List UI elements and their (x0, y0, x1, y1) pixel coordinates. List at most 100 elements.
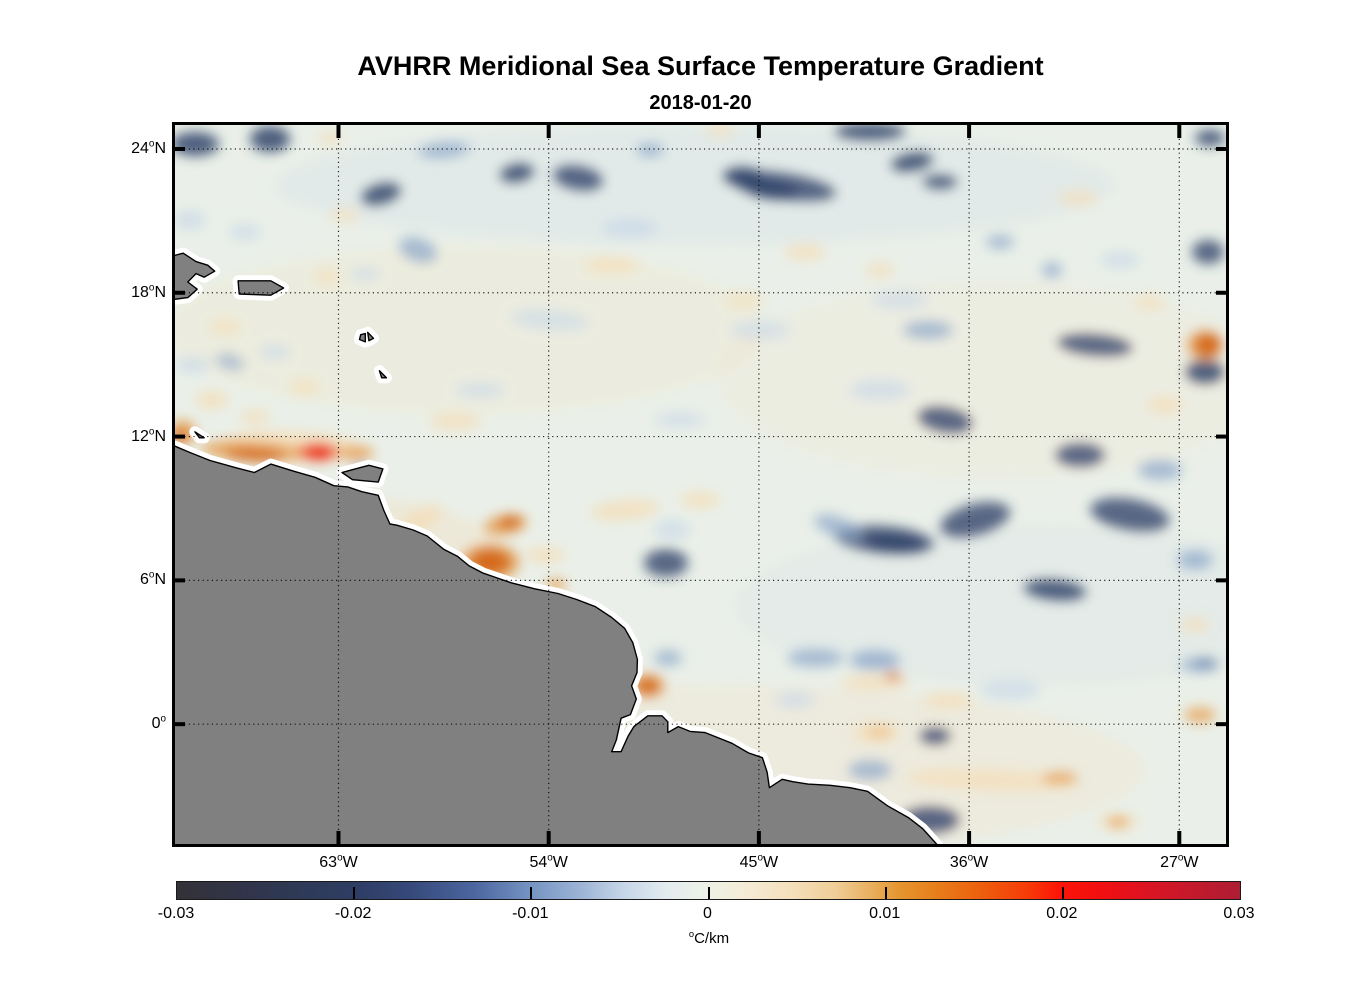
field-blob (834, 125, 906, 141)
land-polygon (358, 332, 366, 343)
field-blob (585, 257, 639, 273)
field-blob (1023, 578, 1087, 602)
field-blob (290, 380, 320, 394)
field-blob (1185, 360, 1225, 384)
field-blob (1195, 130, 1225, 146)
field-blob (215, 353, 245, 371)
colorbar-tick-label: 0.02 (1046, 905, 1078, 922)
field-blob (986, 235, 1014, 249)
field-blob (722, 166, 762, 186)
colorbar-tick (1061, 887, 1064, 899)
sst-gradient-field (175, 125, 1226, 844)
field-blob (350, 268, 380, 280)
x-tick-top (967, 125, 972, 138)
field-blob (636, 143, 664, 157)
y-tick-label: 0o (151, 713, 166, 733)
field-blob (360, 182, 402, 206)
field-blob (330, 209, 360, 221)
field-blob (429, 414, 481, 430)
field-blob (525, 547, 565, 563)
x-tick-label: 54oW (529, 852, 568, 871)
y-tick-right (1216, 146, 1226, 151)
x-tick-bottom (756, 831, 761, 844)
field-blob (742, 179, 798, 201)
colorbar-tick (353, 887, 356, 899)
land-polygon (378, 370, 388, 379)
field-blob (872, 291, 928, 309)
x-tick-top (336, 125, 341, 138)
x-tick-label: 36oW (949, 852, 989, 871)
field-blob (195, 391, 229, 409)
field-blob (225, 448, 285, 462)
chart-title: AVHRR Meridional Sea Surface Temperature… (357, 51, 1044, 81)
y-tick-label: 12oN (131, 426, 166, 445)
x-tick-bottom (336, 831, 341, 844)
field-blob (1138, 460, 1182, 480)
field-blob (917, 406, 973, 434)
field-blob (1100, 252, 1140, 268)
field-blob (210, 320, 240, 334)
field-blob (314, 270, 340, 284)
field-blob (175, 357, 211, 373)
colorbar-tick (707, 887, 710, 899)
field-blob (510, 309, 590, 331)
land-polygon (175, 252, 216, 300)
y-tick-right (1216, 290, 1226, 295)
field-blob (923, 692, 973, 708)
y-tick-right (1216, 578, 1226, 583)
field-blob (919, 727, 951, 745)
y-tick-left (175, 434, 185, 439)
field-blob (338, 446, 374, 460)
y-tick-label: 18oN (131, 282, 166, 301)
x-tick-label: 63oW (319, 852, 358, 871)
field-blob (785, 244, 825, 260)
colorbar-tick-label: -0.03 (157, 905, 195, 922)
field-blob (1184, 707, 1216, 723)
field-blob (309, 447, 331, 459)
field-blob (775, 692, 815, 708)
grid-lines (175, 125, 1226, 844)
field-blob (730, 321, 790, 339)
y-tick-label: 24oN (131, 138, 166, 157)
field-blob (654, 650, 682, 666)
field-blob (705, 125, 735, 136)
field-blob (1192, 240, 1224, 264)
field-blob (1042, 262, 1062, 278)
x-tick-label: 45oW (739, 852, 779, 871)
x-tick-label: 27oW (1160, 852, 1199, 871)
x-tick-bottom (546, 831, 551, 844)
field-blob (1195, 334, 1221, 356)
field-blob (1055, 443, 1105, 467)
field-blob (418, 141, 470, 159)
y-tick-left (175, 722, 185, 727)
field-blob (903, 321, 953, 339)
field-blob (175, 210, 206, 230)
y-tick-left (175, 146, 185, 151)
field-blob (885, 672, 901, 680)
field-blob (1057, 333, 1133, 357)
x-tick-top (1177, 125, 1182, 138)
field-blob (853, 724, 897, 742)
field-blob (654, 520, 690, 540)
y-tick-right (1216, 722, 1226, 727)
field-blob (1135, 295, 1165, 309)
y-tick-left (175, 290, 185, 295)
field-blob (318, 132, 342, 144)
land-polygon (175, 445, 938, 844)
colorbar-tick-label: 0.01 (869, 905, 901, 922)
field-blob (848, 760, 892, 780)
field-blob (260, 345, 290, 359)
field-blob (680, 492, 720, 508)
field-blob (240, 410, 270, 424)
field-blob (725, 292, 765, 308)
field-blob (865, 533, 925, 553)
field-blob (1177, 550, 1213, 570)
field-blob (905, 769, 1075, 791)
field-blob (1090, 497, 1170, 533)
field-blob (814, 514, 862, 540)
colorbar (176, 881, 1241, 900)
field-blob (787, 649, 843, 667)
field-blob (890, 151, 934, 173)
colorbar-unit-label: oC/km (688, 929, 730, 947)
field-blob (229, 224, 261, 240)
